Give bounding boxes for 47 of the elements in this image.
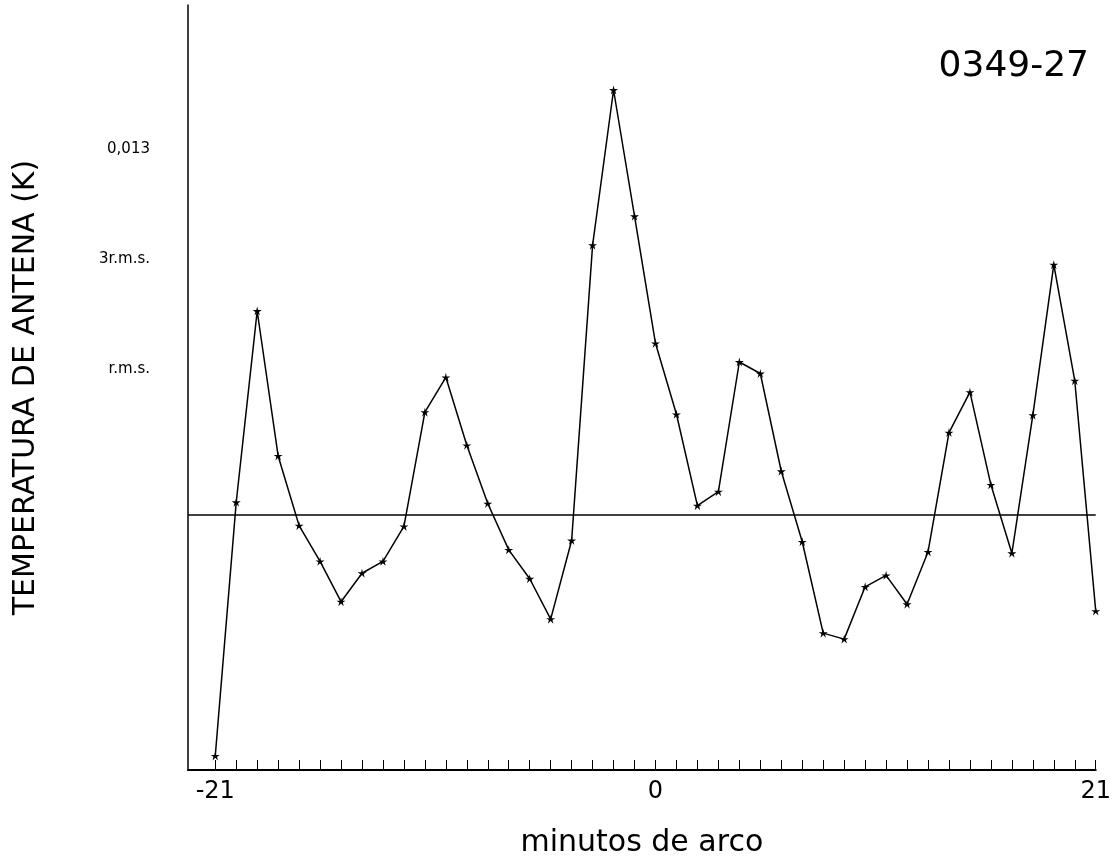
point: [944, 428, 954, 438]
point: [546, 614, 556, 624]
point: [630, 211, 640, 221]
point: [378, 556, 388, 566]
point: [734, 357, 744, 367]
text: 0,013: [107, 138, 151, 157]
point: [1049, 260, 1059, 270]
point: [336, 597, 346, 607]
point: [609, 85, 619, 95]
point: [902, 599, 912, 609]
point: [252, 306, 262, 316]
point: [357, 568, 367, 578]
point: [797, 537, 807, 547]
text: r.m.s.: [108, 358, 151, 377]
point: [441, 372, 451, 382]
point: [420, 407, 430, 417]
point: [776, 466, 786, 476]
point: [713, 487, 723, 497]
point: [671, 409, 681, 419]
point: [1070, 376, 1080, 386]
x-tick-label: -21: [195, 776, 235, 804]
point: [273, 451, 283, 461]
point: [588, 240, 598, 250]
point: [210, 751, 220, 761]
point: [650, 338, 660, 348]
x-tick-label: 21: [1080, 776, 1111, 804]
point: [504, 545, 514, 555]
point: [818, 628, 828, 638]
point: [692, 501, 702, 511]
point: [525, 574, 535, 584]
point: [315, 556, 325, 566]
text: 3r.m.s.: [98, 248, 151, 267]
point: [1007, 548, 1017, 558]
point: [483, 499, 493, 509]
point: [881, 570, 891, 580]
point: [965, 387, 975, 397]
x-tick-label: 0: [647, 776, 664, 804]
point: [860, 582, 870, 592]
point: [399, 521, 409, 531]
point: [462, 440, 472, 450]
chart-title: 0349-27: [938, 42, 1090, 84]
point: [986, 480, 996, 490]
point: [923, 547, 933, 557]
x-axis-title: minutos de arco: [520, 822, 764, 858]
point: [1028, 410, 1038, 420]
y-axis-title: TEMPERATURA DE ANTENA (K): [5, 159, 41, 617]
point: [839, 634, 849, 644]
